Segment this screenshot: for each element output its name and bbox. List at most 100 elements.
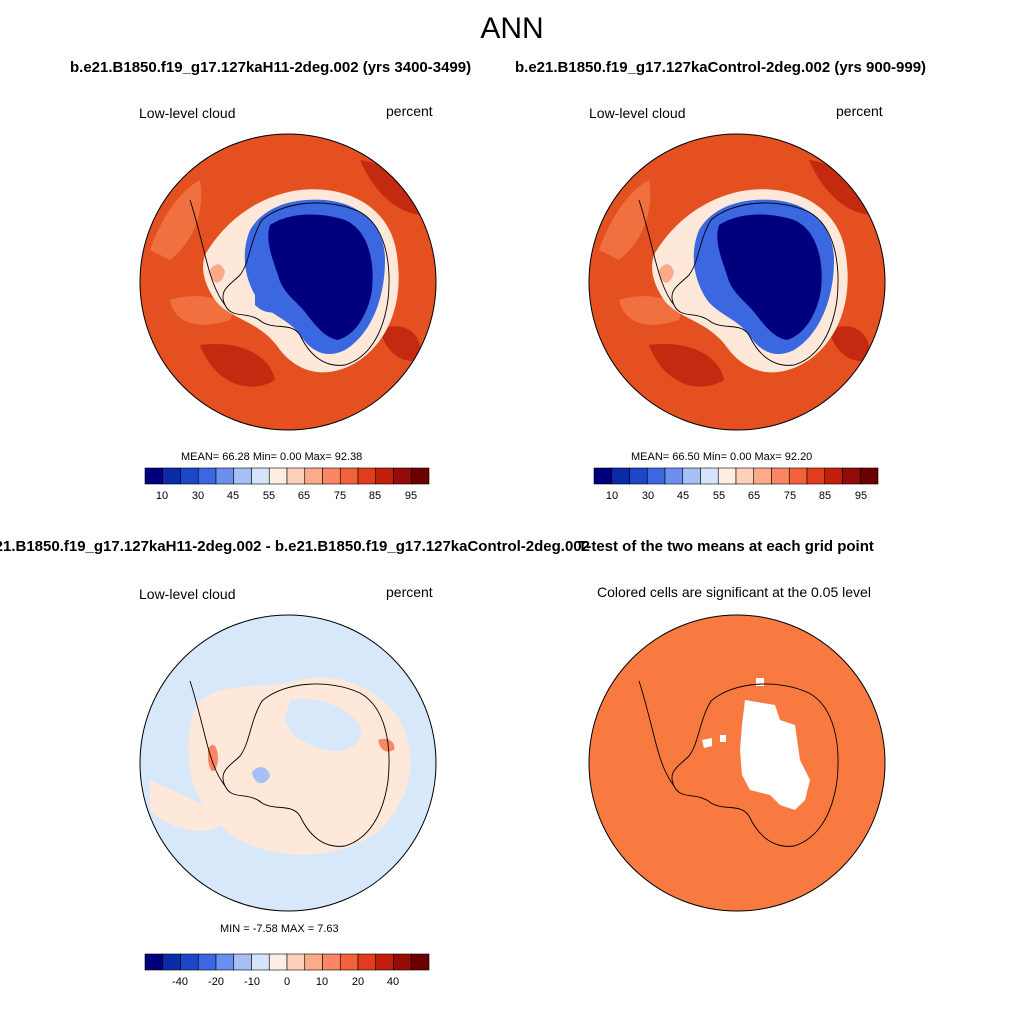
map-panel-test [139, 133, 437, 431]
colorbar-cell [144, 953, 164, 971]
cb1-tick-label: 65 [297, 490, 311, 502]
colorbar-diff [144, 953, 430, 971]
positive-anomaly-zone [378, 738, 395, 752]
colorbar-cell [322, 467, 341, 485]
colorbar-cell [611, 467, 630, 485]
significant-region [589, 615, 885, 911]
map-boundary [588, 133, 886, 431]
map-panel-ttest [588, 614, 886, 912]
page-title: ANN [480, 12, 544, 45]
map-panel-diff [139, 614, 437, 912]
colorbar-cell [233, 953, 252, 971]
non-significant-region [702, 738, 712, 748]
panel-title-ttest: T-test of the two means at each grid poi… [578, 538, 874, 555]
negative-anomaly-zone [285, 698, 361, 752]
non-significant-region [756, 678, 764, 686]
map-panel-control [588, 133, 886, 431]
antarctic-peninsula-coastline [189, 680, 226, 787]
low-cloud-patch [150, 180, 202, 260]
cb1-tick-label: 45 [226, 490, 240, 502]
colorbar-cell [251, 467, 270, 485]
colorbar-cell [180, 953, 199, 971]
positive-anomaly-zone [208, 744, 218, 772]
colorbar-cell [357, 953, 377, 971]
cb1-tick-label: 30 [191, 490, 205, 502]
colorbar-cell [162, 467, 181, 485]
ice-interior-zone [268, 214, 373, 340]
low-cloud-patch [599, 180, 651, 260]
colorbar-cell [339, 467, 359, 485]
cb2-tick-label: 30 [641, 490, 655, 502]
high-cloud-patch [829, 326, 870, 361]
panel-title-test: b.e21.B1850.f19_g17.127kaH11-2deg.002 (y… [70, 59, 472, 76]
colorbar-cell [268, 953, 288, 971]
colorbar-cell [375, 953, 394, 971]
non-significant-region [740, 700, 810, 810]
map-boundary [588, 614, 886, 912]
panel-ttest-subtitle: Colored cells are significant at the 0.0… [597, 584, 871, 600]
colorbar-cell [771, 467, 790, 485]
panel-control-stats: MEAN= 66.50 Min= 0.00 Max= 92.20 [631, 451, 813, 463]
negative-anomaly-zone [252, 767, 270, 784]
colorbar-cell [144, 467, 164, 485]
colorbar-cell [233, 467, 252, 485]
cb2-tick-label: 75 [783, 490, 797, 502]
cb1-tick-label: 10 [155, 490, 169, 502]
cloud-low-zone [255, 293, 285, 313]
cb2-tick-label: 65 [747, 490, 761, 502]
antarctica-coastline [671, 202, 839, 366]
map-boundary [139, 133, 437, 431]
colorbar-cell [393, 953, 412, 971]
high-cloud-patch [200, 344, 275, 387]
panel-diff-left-label: Low-level cloud [139, 586, 236, 602]
colorbar-cell [717, 467, 737, 485]
panel-diff-units: percent [386, 584, 433, 600]
colorbar-cell [339, 953, 359, 971]
colorbar-cell [393, 467, 412, 485]
cb3-tick-label: 0 [283, 976, 291, 988]
cb1-tick-label: 95 [404, 490, 418, 502]
colorbar-cell [322, 953, 341, 971]
panel-diff-stats: MIN = -7.58 MAX = 7.63 [220, 923, 339, 935]
antarctic-peninsula-coastline [638, 680, 675, 787]
panel-test-left-label: Low-level cloud [139, 105, 236, 121]
panel-control-units: percent [836, 103, 883, 119]
cb3-tick-label: -40 [172, 976, 188, 988]
colorbar-cell [806, 467, 826, 485]
colorbar-cell [357, 467, 377, 485]
colorbar-cell [788, 467, 808, 485]
colorbar-cell [286, 467, 306, 485]
colorbar-cell [753, 467, 772, 485]
panel-test-units: percent [386, 103, 433, 119]
cb2-tick-label: 10 [605, 490, 619, 502]
colorbar-cell [162, 953, 181, 971]
panel-control-left-label: Low-level cloud [589, 105, 686, 121]
colorbar-cell [593, 467, 613, 485]
colorbar-control [593, 467, 879, 485]
colorbar-cell [629, 467, 648, 485]
cb3-tick-label: -10 [244, 976, 260, 988]
cb2-tick-label: 85 [818, 490, 832, 502]
colorbar-cell [824, 467, 843, 485]
cb3-tick-label: 20 [351, 976, 365, 988]
cb1-tick-label: 85 [368, 490, 382, 502]
colorbar-cell [375, 467, 394, 485]
colorbar-cell [197, 953, 217, 971]
panel-title-diff: b.e21.B1850.f19_g17.127kaH11-2deg.002 - … [0, 538, 590, 555]
colorbar-cell [304, 953, 323, 971]
colorbar-cell [180, 467, 199, 485]
cb2-tick-label: 55 [712, 490, 726, 502]
colorbar-cell [215, 953, 235, 971]
panel-title-control: b.e21.B1850.f19_g17.127kaControl-2deg.00… [515, 59, 927, 76]
colorbar-cell [286, 953, 306, 971]
antarctica-coastline [671, 683, 839, 847]
colorbar-cell [410, 953, 430, 971]
high-cloud-patch [380, 326, 421, 361]
colorbar-cell [664, 467, 684, 485]
panel-test-stats: MEAN= 66.28 Min= 0.00 Max= 92.38 [181, 451, 363, 463]
antarctic-peninsula-coastline [638, 199, 675, 306]
colorbar-cell [251, 953, 270, 971]
colorbar-cell [646, 467, 666, 485]
peninsula-patch [210, 264, 225, 283]
